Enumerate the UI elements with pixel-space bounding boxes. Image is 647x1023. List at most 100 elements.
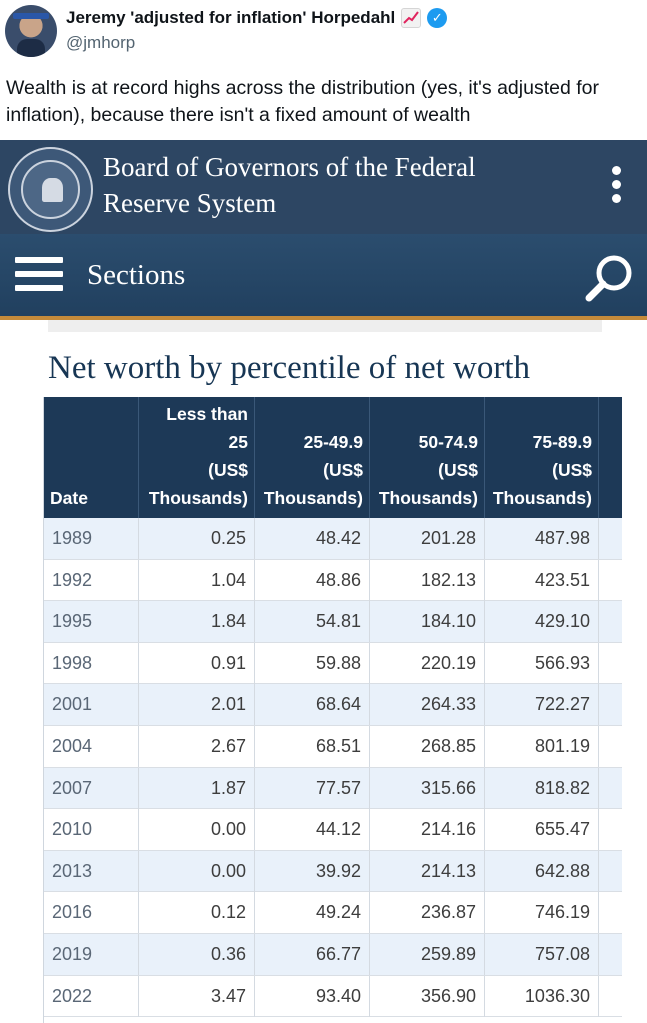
org-title-line2: Reserve System [103,188,277,218]
value-cell: 59.88 [255,642,370,684]
value-cell: 93.40 [255,975,370,1017]
column-header-3[interactable]: 50-74.9 (US$ Thousands) [370,397,485,518]
date-cell: 2016 [44,892,139,934]
table-header: Date Less than 25 (US$ Thousands) 25-49.9 (US$… [44,397,622,518]
value-cell: 264.33 [370,684,485,726]
table-row: 2013 0.00 39.92 214.13 642.88 [44,850,622,893]
sections-label[interactable]: Sections [87,259,186,291]
date-cell: 2022 [44,975,139,1017]
date-cell: 2007 [44,767,139,809]
value-cell: 566.93 [485,642,599,684]
date-cell: 1989 [44,518,139,559]
sections-nav [0,234,647,316]
value-cell: 201.28 [370,518,485,559]
column-header-line: Thousands) [263,488,363,508]
truncated-cell [599,851,622,892]
value-cell: 0.12 [139,892,255,934]
display-name-row[interactable]: Jeremy 'adjusted for inflation' Horpedah… [66,8,448,28]
display-name[interactable]: Jeremy 'adjusted for inflation' Horpedah… [66,8,396,27]
column-header-line: Less than [166,404,248,424]
table-row: 1995 1.84 54.81 184.10 429.10 [44,601,622,643]
value-cell: 722.27 [485,684,599,726]
table-row: 1989 0.25 48.42 201.28 487.98 [44,518,622,560]
value-cell: 0.00 [139,850,255,892]
verified-badge-icon[interactable]: ✓ [427,8,448,28]
tweet-header: Jeremy 'adjusted for inflation' Horpedah… [0,0,647,62]
truncated-cell [599,601,622,642]
column-header-line: 25-49.9 [303,432,363,452]
column-header-4[interactable]: 75-89.9 (US$ Thousands) [485,397,599,518]
date-cell: 2004 [44,726,139,767]
value-cell: 1.87 [139,767,255,809]
column-header-line: Date [50,488,88,508]
date-cell: 2010 [44,809,139,851]
table-row: 2016 0.12 49.24 236.87 746.19 [44,892,622,934]
net-worth-table[interactable]: Date Less than 25 (US$ Thousands) 25-49.9 (US$… [43,397,622,1023]
org-title[interactable]: Board of Governors of the Federal Reserv… [103,149,476,221]
value-cell: 642.88 [485,850,599,892]
eagle-icon [42,178,63,202]
value-cell: 746.19 [485,892,599,934]
date-cell: 2001 [44,684,139,726]
value-cell: 3.47 [139,975,255,1017]
value-cell: 214.13 [370,850,485,892]
value-cell: 39.92 [255,850,370,892]
value-cell: 356.90 [370,975,485,1017]
value-cell: 44.12 [255,809,370,851]
value-cell: 655.47 [485,809,599,851]
fed-seal-icon[interactable] [8,147,93,232]
value-cell: 0.00 [139,809,255,851]
date-cell: 2019 [44,934,139,975]
nav-divider [0,316,647,320]
truncated-cell [599,560,622,601]
truncated-cell [599,643,622,684]
value-cell: 2.67 [139,726,255,767]
column-header-line: Thousands) [148,488,248,508]
value-cell: 68.51 [255,726,370,767]
handle[interactable]: @jmhorp [66,33,136,52]
value-cell: 0.91 [139,642,255,684]
column-header-5[interactable]: Th [599,397,622,518]
value-cell: 214.16 [370,809,485,851]
value-cell: 1.04 [139,559,255,601]
column-header-0[interactable]: Date [44,397,139,518]
avatar[interactable] [5,5,57,57]
value-cell: 0.36 [139,934,255,975]
search-icon[interactable] [584,252,636,304]
column-header-line: 25 [228,432,248,452]
value-cell: 487.98 [485,518,599,559]
value-cell: 1036.30 [485,975,599,1017]
table-row: 2019 0.36 66.77 259.89 757.08 [44,934,622,976]
avatar-banner [13,13,49,19]
more-options-icon[interactable] [612,166,622,206]
truncated-cell [599,726,622,767]
column-header-line: Thousands) [492,488,592,508]
table-row: 1992 1.04 48.86 182.13 423.51 [44,559,622,602]
table-row: 2022 3.47 93.40 356.90 1036.30 [44,975,622,1018]
column-header-line: (US$ [552,460,592,480]
value-cell: 236.87 [370,892,485,934]
date-cell: 1998 [44,642,139,684]
column-header-1[interactable]: Less than 25 (US$ Thousands) [139,397,255,518]
value-cell: 801.19 [485,726,599,767]
table-row: 2004 2.67 68.51 268.85 801.19 [44,726,622,768]
value-cell: 184.10 [370,601,485,643]
truncated-cell [599,518,622,559]
truncated-cell [599,892,622,933]
truncated-cell [599,684,622,725]
embedded-screenshot[interactable]: Board of Governors of the Federal Reserv… [0,140,647,1023]
value-cell: 77.57 [255,767,370,809]
value-cell: 259.89 [370,934,485,975]
column-header-line: Thousands) [378,488,478,508]
content-top-bar [48,320,602,332]
value-cell: 54.81 [255,601,370,643]
menu-icon[interactable] [15,257,63,293]
value-cell: 268.85 [370,726,485,767]
column-header-line: 75-89.9 [532,432,592,452]
value-cell: 757.08 [485,934,599,975]
value-cell: 423.51 [485,559,599,601]
value-cell: 68.64 [255,684,370,726]
value-cell: 429.10 [485,601,599,643]
column-header-2[interactable]: 25-49.9 (US$ Thousands) [255,397,370,518]
value-cell: 220.19 [370,642,485,684]
